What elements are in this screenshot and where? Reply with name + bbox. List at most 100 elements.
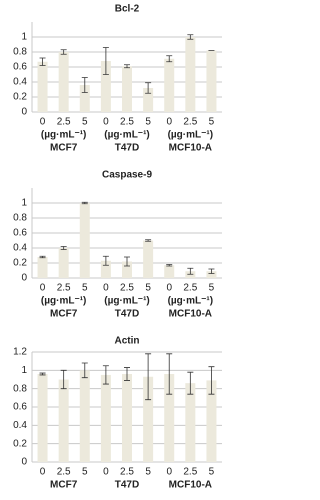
error-bar	[166, 264, 173, 267]
error-bar	[187, 371, 194, 395]
group-label: MCF10-A	[169, 309, 212, 320]
x-tick-label: 5	[82, 467, 88, 478]
x-tick-label: 0	[40, 467, 46, 478]
x-tick-label: 0	[166, 283, 172, 294]
x-tick-label: 5	[209, 467, 215, 478]
y-tick-label: 0.2	[13, 258, 27, 269]
error-bar	[166, 353, 173, 395]
x-tick-label: 2.5	[120, 283, 134, 294]
error-bar	[187, 34, 194, 40]
error-bar	[81, 362, 88, 379]
error-bar	[60, 49, 67, 55]
chart-title: Actin	[115, 336, 140, 347]
x-tick-label: 2.5	[120, 467, 134, 478]
error-bar	[208, 268, 215, 274]
y-tick-label: 1	[21, 32, 27, 43]
unit-label: (µg·mL⁻¹)	[41, 130, 86, 141]
group-label: MCF10-A	[169, 143, 212, 154]
x-tick-label: 2.5	[183, 117, 197, 128]
x-tick-label: 2.5	[183, 467, 197, 478]
x-tick-label: 0	[166, 467, 172, 478]
bar	[37, 61, 48, 112]
bar	[58, 52, 69, 112]
error-bar	[102, 255, 109, 266]
error-bar	[145, 353, 152, 401]
error-bar	[81, 201, 88, 205]
y-tick-label: 0.4	[13, 243, 27, 254]
y-tick-label: 0.6	[13, 228, 27, 239]
x-tick-label: 5	[145, 283, 151, 294]
x-tick-label: 2.5	[57, 283, 71, 294]
error-bar	[39, 255, 46, 259]
bar	[164, 265, 175, 278]
bar	[37, 374, 48, 462]
x-tick-label: 5	[145, 117, 151, 128]
y-tick-label: 0.6	[13, 402, 27, 413]
bar	[79, 203, 90, 278]
y-tick-label: 0	[21, 107, 27, 118]
bar	[100, 374, 111, 462]
bar	[164, 58, 175, 112]
bar	[206, 50, 217, 112]
error-bar	[60, 246, 67, 250]
bar	[206, 271, 217, 278]
x-tick-label: 0	[103, 467, 109, 478]
error-bar	[187, 267, 194, 275]
y-tick-label: 0.8	[13, 213, 27, 224]
y-tick-label: 1	[21, 365, 27, 376]
y-tick-label: 0	[21, 273, 27, 284]
error-bar	[39, 57, 46, 66]
bar	[143, 376, 154, 462]
bar	[79, 85, 90, 112]
unit-label: (µg·mL⁻¹)	[41, 296, 86, 307]
error-bar	[124, 64, 130, 69]
chart-title: Bcl-2	[115, 4, 140, 15]
unit-label: (µg·mL⁻¹)	[168, 296, 213, 307]
bar	[122, 261, 132, 278]
error-bar	[102, 47, 109, 75]
x-tick-label: 0	[40, 283, 46, 294]
x-tick-label: 0	[40, 117, 46, 128]
y-tick-label: 1	[21, 198, 27, 209]
x-tick-label: 2.5	[57, 117, 71, 128]
group-label: T47D	[115, 309, 139, 320]
error-bar	[124, 367, 130, 381]
x-tick-label: 5	[82, 283, 88, 294]
y-tick-label: 0.4	[13, 77, 27, 88]
bar	[100, 61, 111, 112]
x-tick-label: 5	[82, 117, 88, 128]
y-tick-label: 0.4	[13, 420, 27, 431]
group-label: MCF7	[50, 143, 78, 154]
error-bar	[124, 256, 130, 267]
x-tick-label: 0	[166, 117, 172, 128]
bar	[206, 380, 217, 462]
error-bar	[145, 239, 152, 242]
y-tick-label: 1.2	[13, 347, 27, 358]
y-tick-label: 0.2	[13, 438, 27, 449]
error-bar	[81, 77, 88, 93]
bar	[37, 257, 48, 278]
error-bar	[60, 369, 67, 390]
bar	[122, 66, 132, 112]
bar	[185, 37, 196, 112]
error-bar	[39, 372, 46, 376]
error-bar	[166, 55, 173, 63]
bar	[100, 260, 111, 278]
x-tick-label: 0	[103, 283, 109, 294]
y-tick-label: 0.6	[13, 62, 27, 73]
bar	[122, 374, 132, 462]
group-label: T47D	[115, 480, 139, 491]
group-label: MCF7	[50, 480, 78, 491]
figure: Bcl-2 0 0.2 0.4 0.6 0.8 1 0 2.5 5 0 2.5 5 0 2.5 5 (µg·mL…	[13, 4, 222, 491]
bar	[185, 383, 196, 462]
x-tick-label: 2.5	[183, 283, 197, 294]
x-tick-label: 5	[209, 283, 215, 294]
y-tick-label: 0.8	[13, 47, 27, 58]
y-tick-label: 0	[21, 457, 27, 468]
y-tick-label: 0.2	[13, 92, 27, 103]
bar	[58, 248, 69, 278]
error-bar	[208, 366, 215, 395]
x-tick-label: 0	[103, 117, 109, 128]
unit-label: (µg·mL⁻¹)	[104, 130, 149, 141]
x-tick-label: 2.5	[120, 117, 134, 128]
